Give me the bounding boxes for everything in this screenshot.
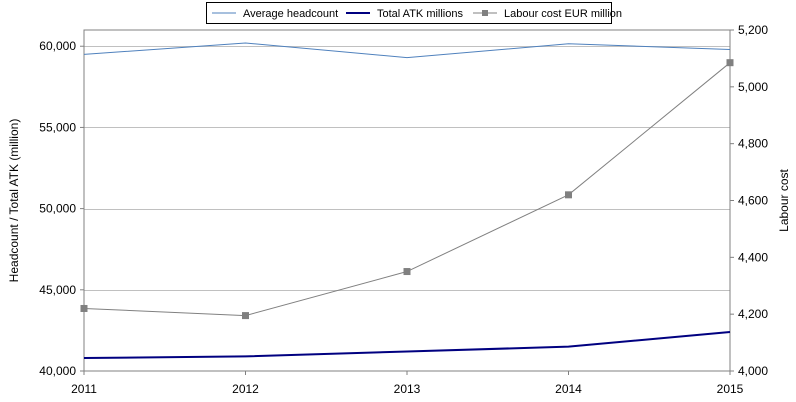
x-tick-label-3: 2014 [555, 382, 582, 396]
legend-label-1: Total ATK millions [377, 8, 463, 20]
plot-frame [83, 29, 731, 372]
series-2-point-2 [403, 268, 411, 276]
legend-label-0: Average headcount [243, 8, 338, 20]
series-lines [80, 42, 734, 360]
legend: Average headcount Total ATK millions Labou… [206, 2, 622, 24]
series-line-0 [83, 42, 731, 59]
series-2-point-4 [726, 59, 734, 67]
x-tick-label-1: 2012 [232, 382, 259, 396]
left-tick-label-0: 40,000 [39, 364, 76, 378]
x-axis-ticks: 2011 2012 2013 2014 2015 [71, 371, 744, 396]
legend-box [206, 2, 612, 24]
right-axis-ticks: 4,000 4,200 4,400 4,600 4,800 5,000 5,200 [730, 23, 768, 378]
series-2-point-1 [242, 312, 249, 320]
series-line-2 [83, 62, 731, 317]
series-line-1 [83, 331, 731, 360]
left-tick-label-1: 45,000 [39, 283, 76, 297]
left-tick-label-2: 50,000 [39, 202, 76, 216]
legend-label-2: Labour cost EUR million [504, 8, 622, 20]
x-tick-label-0: 2011 [71, 382, 97, 396]
right-tick-label-4: 4,800 [738, 137, 768, 151]
x-tick-label-2: 2013 [394, 382, 421, 396]
right-tick-label-5: 5,000 [738, 80, 768, 94]
right-axis-title: Labour cost [777, 168, 791, 231]
series-2-point-0 [80, 304, 88, 312]
right-tick-label-3: 4,600 [738, 194, 768, 208]
left-axis-ticks: 40,000 45,000 50,000 55,000 60,000 [39, 39, 84, 378]
left-tick-label-3: 55,000 [39, 120, 76, 134]
right-tick-label-0: 4,000 [738, 364, 768, 378]
legend-marker-2 [482, 10, 488, 16]
right-tick-label-2: 4,400 [738, 250, 768, 264]
series-2-point-3 [565, 191, 572, 199]
left-axis-title: Headcount / Total ATK (million) [7, 119, 21, 283]
right-tick-label-6: 5,200 [738, 23, 768, 37]
grid-lines [84, 46, 730, 291]
left-tick-label-4: 60,000 [39, 39, 76, 53]
right-tick-label-1: 4,200 [738, 307, 768, 321]
x-tick-label-4: 2015 [717, 382, 744, 396]
